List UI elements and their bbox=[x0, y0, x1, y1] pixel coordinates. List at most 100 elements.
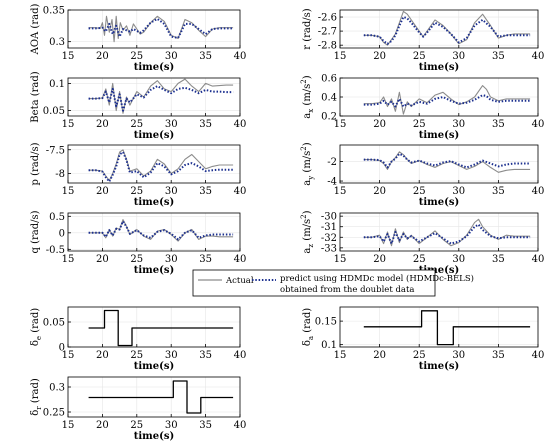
y-tick-label: -32 bbox=[321, 233, 337, 244]
y-tick-label: 0.6 bbox=[321, 74, 337, 85]
x-tick-label: 25 bbox=[130, 119, 143, 130]
x-axis-label: time(s) bbox=[134, 130, 174, 141]
y-tick-label: -33 bbox=[321, 243, 337, 254]
input-signal-line bbox=[88, 380, 234, 414]
x-tick-label: 20 bbox=[96, 186, 109, 197]
x-tick-label: 25 bbox=[413, 186, 426, 197]
input-signal-line bbox=[88, 309, 234, 347]
axes-frame bbox=[67, 212, 241, 252]
x-tick-label: 40 bbox=[234, 420, 247, 431]
y-tick-label: -2.8 bbox=[318, 41, 337, 52]
y-tick-label: -2.6 bbox=[318, 13, 337, 24]
x-tick-label: 30 bbox=[452, 119, 465, 130]
x-tick-label: 40 bbox=[532, 119, 545, 130]
x-tick-label: 35 bbox=[199, 186, 212, 197]
y-tick-label: 0 bbox=[59, 343, 65, 354]
y-tick-label: -30 bbox=[321, 212, 337, 223]
x-tick-label: 25 bbox=[413, 254, 426, 265]
x-tick-label: 15 bbox=[62, 420, 75, 431]
x-tick-label: 35 bbox=[492, 254, 505, 265]
input-signal-line bbox=[363, 310, 531, 346]
x-tick-label: 30 bbox=[165, 420, 178, 431]
x-tick-label: 20 bbox=[96, 420, 109, 431]
x-tick-label: 25 bbox=[413, 51, 426, 62]
axes-frame bbox=[339, 144, 539, 184]
y-axis-label: p (rad/s) bbox=[30, 142, 41, 185]
panel-r: 15 20 25 30 35 40 -2.6 -2.7 -2.8 time(s) r (rad/s) bbox=[302, 8, 544, 73]
y-tick-label: -2.7 bbox=[318, 27, 337, 38]
x-tick-label: 15 bbox=[334, 254, 347, 265]
x-tick-label: 40 bbox=[234, 119, 247, 130]
x-tick-label: 15 bbox=[62, 119, 75, 130]
panel-dr: 15 20 25 30 35 40 0.3 0.25 time(s) δr (rad) bbox=[30, 376, 247, 441]
axes-frame bbox=[67, 9, 241, 49]
x-tick-label: 40 bbox=[234, 186, 247, 197]
y-tick-label: 0.3 bbox=[49, 383, 65, 394]
x-axis-label: time(s) bbox=[419, 265, 459, 276]
axes-frame bbox=[67, 77, 241, 117]
predict-series-line bbox=[363, 16, 531, 45]
y-tick-label: -0.5 bbox=[46, 245, 65, 256]
panel-az: 15 20 25 30 35 40 -30-31-32-33 time(s) az (m/s2) bbox=[300, 210, 544, 276]
x-tick-label: 20 bbox=[373, 254, 386, 265]
x-tick-label: 30 bbox=[452, 51, 465, 62]
x-tick-label: 40 bbox=[234, 350, 247, 361]
y-axis-label: Beta (rad) bbox=[30, 71, 41, 122]
axes-frame bbox=[67, 144, 241, 184]
y-tick-label: -2 bbox=[327, 157, 337, 168]
axes-frame bbox=[339, 212, 539, 252]
panel-aoa: 15 20 25 30 35 40 0.3 0.35 time(s) AOA (rad) bbox=[30, 4, 246, 73]
panel-de: 15 20 25 30 35 40 0.05 0 time(s) δe (rad) bbox=[30, 306, 247, 372]
legend-predict-label-line2: obtained from the doublet data bbox=[280, 285, 414, 295]
axes-frame bbox=[339, 9, 539, 49]
y-axis-label: r (rad/s) bbox=[302, 8, 313, 50]
x-tick-label: 20 bbox=[96, 119, 109, 130]
y-tick-label: 0.15 bbox=[315, 317, 337, 328]
x-tick-label: 30 bbox=[452, 254, 465, 265]
chart-panels: 15 20 25 30 35 40 0.3 0.35 time(s) AOA (rad) 15 20 2… bbox=[30, 4, 544, 441]
x-axis-label: time(s) bbox=[419, 361, 459, 372]
x-tick-label: 25 bbox=[413, 350, 426, 361]
x-tick-label: 15 bbox=[334, 51, 347, 62]
x-tick-label: 30 bbox=[452, 350, 465, 361]
y-tick-label: -31 bbox=[321, 222, 337, 233]
actual-series-line bbox=[363, 10, 531, 46]
x-tick-label: 20 bbox=[96, 254, 109, 265]
x-axis-label: time(s) bbox=[419, 130, 459, 141]
x-tick-label: 15 bbox=[334, 119, 347, 130]
x-tick-label: 20 bbox=[96, 51, 109, 62]
y-axis-label: q (rad/s) bbox=[30, 210, 41, 253]
x-axis-label: time(s) bbox=[419, 62, 459, 73]
x-tick-label: 40 bbox=[532, 350, 545, 361]
x-tick-label: 25 bbox=[130, 186, 143, 197]
x-tick-label: 35 bbox=[492, 350, 505, 361]
panel-q: 15 20 25 30 35 40 0.5 0 -0.5 time(s) q (rad/s) bbox=[30, 210, 246, 276]
axes-frame bbox=[67, 376, 241, 418]
panel-ax: 15 20 25 30 35 40 0.2 0.4 0.6 time(s) ax (m/s2) bbox=[300, 74, 544, 142]
y-tick-label: 0.3 bbox=[49, 37, 65, 48]
x-tick-label: 15 bbox=[62, 254, 75, 265]
legend-actual-label: Actual bbox=[225, 276, 254, 286]
axes-frame bbox=[67, 306, 241, 348]
x-axis-label: time(s) bbox=[134, 431, 174, 441]
x-tick-label: 15 bbox=[62, 186, 75, 197]
y-axis-label: ay (m/s2) bbox=[300, 142, 315, 185]
y-axis-label: δe (rad) bbox=[30, 308, 43, 346]
x-axis-label: time(s) bbox=[134, 361, 174, 372]
legend-predict-label: predict using HDMDc model (HDMDc-BELS) bbox=[280, 273, 474, 284]
y-tick-label: 0.05 bbox=[43, 318, 65, 329]
x-tick-label: 30 bbox=[452, 186, 465, 197]
x-tick-label: 35 bbox=[199, 119, 212, 130]
axes-frame bbox=[339, 306, 539, 348]
y-tick-label: -8 bbox=[55, 169, 65, 180]
x-tick-label: 15 bbox=[62, 51, 75, 62]
x-tick-label: 35 bbox=[199, 254, 212, 265]
x-tick-label: 20 bbox=[96, 350, 109, 361]
y-tick-label: 0.35 bbox=[43, 6, 65, 17]
x-tick-label: 20 bbox=[373, 186, 386, 197]
y-axis-label: δr (rad) bbox=[30, 378, 43, 416]
x-tick-label: 20 bbox=[373, 350, 386, 361]
y-tick-label: 0.25 bbox=[43, 408, 65, 419]
x-tick-label: 40 bbox=[532, 51, 545, 62]
